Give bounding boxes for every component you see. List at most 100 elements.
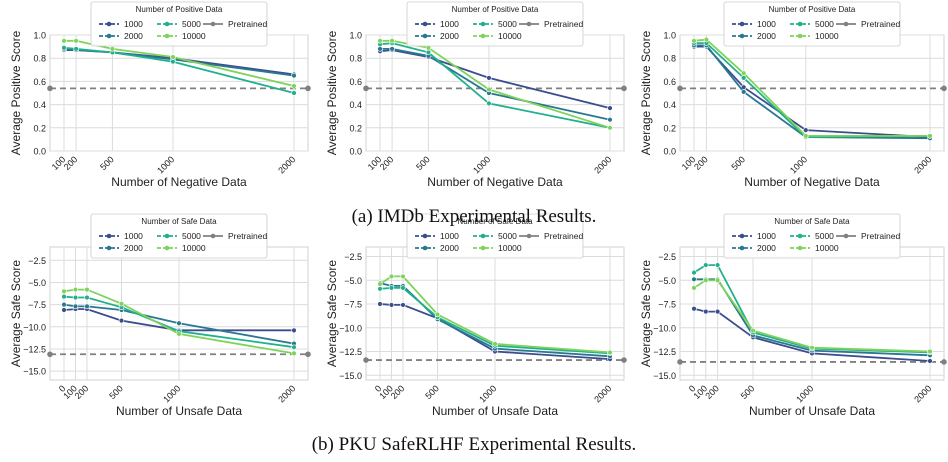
legend-box xyxy=(723,1,901,47)
y-tick-label: −12.5 xyxy=(23,344,46,354)
y-tick-label: −15.0 xyxy=(653,371,676,381)
pretrained-marker xyxy=(47,85,53,92)
data-point-1000 xyxy=(118,317,125,324)
data-point-10000 xyxy=(492,341,498,347)
legend-marker xyxy=(739,233,745,239)
legend-label: 10000 xyxy=(182,31,206,41)
legend-title: Number of Safe Data xyxy=(457,217,533,226)
data-point-5000 xyxy=(400,285,406,291)
data-point-2000 xyxy=(176,320,182,326)
data-point-1000 xyxy=(607,105,613,111)
data-point-10000 xyxy=(84,286,90,293)
x-tick-label: 2000 xyxy=(912,154,933,175)
legend-title: Number of Positive Data xyxy=(452,5,539,14)
x-tick-label: 2000 xyxy=(592,383,613,404)
legend-marker xyxy=(106,245,112,251)
data-point-5000 xyxy=(84,294,90,301)
x-axis-label: Number of Negative Data xyxy=(744,175,880,189)
legend-label: Pretrained xyxy=(544,19,583,29)
x-tick-label: 0 xyxy=(57,383,68,394)
legend-marker xyxy=(797,245,803,251)
data-point-10000 xyxy=(389,38,395,44)
y-tick-label: 0.2 xyxy=(33,123,46,133)
y-tick-label: 0.4 xyxy=(349,100,362,110)
legend-title: Number of Safe Data xyxy=(141,217,217,226)
x-axis-label: Number of Negative Data xyxy=(111,175,247,189)
legend-box xyxy=(406,213,584,259)
data-point-5000 xyxy=(72,294,79,301)
data-point-10000 xyxy=(703,36,710,43)
legend-label: 2000 xyxy=(440,243,459,253)
caption-saferlhf: (b) PKU SafeRLHF Experimental Results. xyxy=(311,434,637,455)
data-point-10000 xyxy=(388,273,395,280)
data-point-10000 xyxy=(400,273,406,280)
data-point-10000 xyxy=(750,327,756,334)
y-tick-label: 0.8 xyxy=(349,54,362,64)
y-tick-label: −2.5 xyxy=(344,252,362,262)
pretrained-marker xyxy=(305,85,311,92)
legend-box xyxy=(406,1,584,47)
x-tick-label: 1000 xyxy=(471,154,492,175)
x-axis-label: Number of Unsafe Data xyxy=(116,404,242,418)
y-axis-label: Average Positive Score xyxy=(639,30,653,155)
legend-marker xyxy=(526,21,532,27)
plot-area xyxy=(49,34,309,152)
legend: Number of Safe Data 1000 5000 Pretrained 200… xyxy=(406,213,584,259)
y-tick-label: −12.5 xyxy=(653,347,676,357)
legend: Number of Positive Data 1000 5000 Pretraine… xyxy=(90,1,267,47)
pretrained-marker xyxy=(363,85,369,92)
data-point-1000 xyxy=(377,301,383,307)
legend-label: 1000 xyxy=(440,19,459,29)
legend-label: 5000 xyxy=(815,19,834,29)
data-point-10000 xyxy=(377,38,383,44)
legend-label: 2000 xyxy=(124,243,143,253)
data-point-5000 xyxy=(486,100,492,107)
y-tick-label: −7.5 xyxy=(658,300,676,310)
legend-marker xyxy=(739,245,745,251)
legend-marker xyxy=(106,21,112,27)
legend-marker xyxy=(106,233,112,239)
y-axis-label: Average Safe Score xyxy=(639,260,653,368)
y-tick-label: −10.0 xyxy=(339,323,362,333)
pretrained-marker xyxy=(621,357,627,363)
data-point-10000 xyxy=(714,277,721,283)
x-tick-label: 200 xyxy=(378,154,396,172)
data-point-10000 xyxy=(607,349,613,356)
legend-box xyxy=(90,213,268,259)
data-point-10000 xyxy=(72,286,79,293)
legend-marker xyxy=(164,233,170,239)
x-tick-label: 2000 xyxy=(912,383,933,404)
legend-label: 10000 xyxy=(498,243,522,253)
data-point-10000 xyxy=(691,38,697,44)
legend-title: Number of Positive Data xyxy=(136,5,223,14)
data-point-10000 xyxy=(691,285,697,291)
legend-label: 2000 xyxy=(440,31,459,41)
y-tick-label: 0.0 xyxy=(663,147,676,157)
data-point-10000 xyxy=(607,125,613,131)
data-point-5000 xyxy=(703,262,709,268)
legend: Number of Positive Data 1000 5000 Pretraine… xyxy=(723,1,901,47)
y-tick-label: −12.5 xyxy=(339,347,362,357)
data-point-10000 xyxy=(170,54,176,60)
y-tick-label: 0.6 xyxy=(663,77,676,87)
legend-title: Number of Safe Data xyxy=(774,217,850,226)
x-tick-label: 1000 xyxy=(161,383,182,404)
y-axis-label: Average Positive Score xyxy=(9,30,23,155)
data-point-10000 xyxy=(61,38,67,44)
legend-marker xyxy=(480,245,486,251)
y-tick-label: −15.0 xyxy=(23,367,46,377)
legend-label: 5000 xyxy=(815,231,834,241)
data-point-2000 xyxy=(740,89,747,95)
data-point-10000 xyxy=(377,281,383,287)
data-point-5000 xyxy=(377,286,383,292)
legend-label: Pretrained xyxy=(861,231,900,241)
data-point-2000 xyxy=(607,116,613,123)
y-tick-label: 0.8 xyxy=(33,54,46,64)
legend: Number of Safe Data 1000 5000 Pretrained 200… xyxy=(90,213,268,259)
y-tick-label: −2.5 xyxy=(28,256,46,266)
y-tick-label: −7.5 xyxy=(344,300,362,310)
legend-marker xyxy=(797,21,803,27)
legend-label: Pretrained xyxy=(228,231,267,241)
data-point-5000 xyxy=(714,262,721,268)
